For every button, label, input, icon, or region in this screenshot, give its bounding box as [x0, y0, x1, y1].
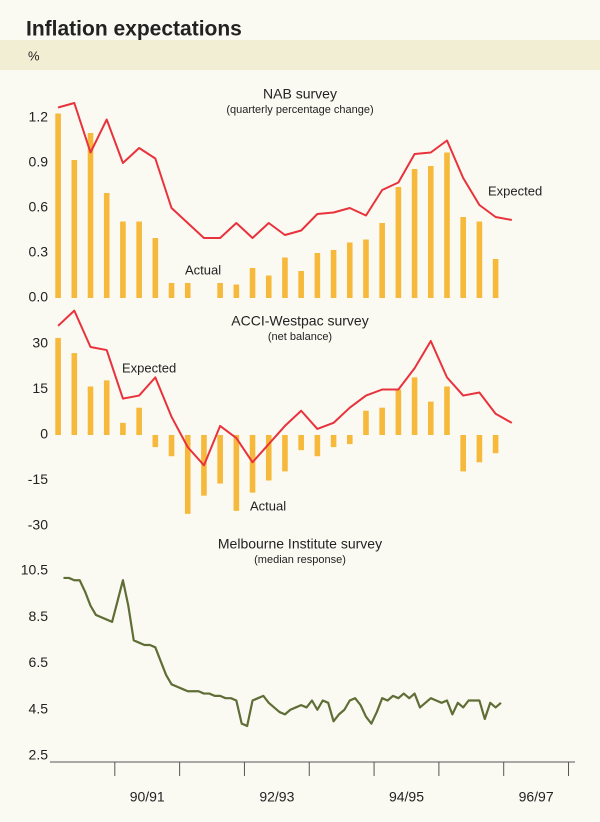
bar	[184, 435, 191, 514]
y-tick-label: 0.3	[29, 244, 49, 260]
bar	[120, 221, 126, 298]
panel-title: NAB survey	[263, 86, 337, 102]
bar	[152, 238, 159, 298]
y-tick-label: -15	[28, 471, 48, 487]
bar	[395, 187, 402, 298]
annotation: Expected	[122, 360, 176, 375]
unit-label: %	[28, 48, 40, 63]
y-tick-label: 4.5	[29, 700, 49, 716]
bar	[217, 435, 223, 484]
bar	[346, 242, 353, 298]
header-band	[0, 40, 600, 70]
bar	[103, 193, 110, 298]
x-tick-label: 90/91	[130, 789, 165, 805]
bar	[55, 337, 61, 435]
annotation: Expected	[488, 183, 542, 198]
y-tick-label: 8.5	[29, 608, 49, 624]
bar	[282, 257, 288, 298]
x-tick-label: 92/93	[259, 789, 294, 805]
bar	[71, 353, 78, 435]
y-tick-label: 15	[32, 380, 48, 396]
bar	[492, 259, 499, 298]
x-tick-label: 94/95	[389, 789, 424, 805]
bar	[363, 410, 369, 435]
bar	[249, 435, 256, 493]
bar	[55, 113, 61, 298]
bar	[444, 386, 450, 435]
page-title: Inflation expectations	[26, 18, 242, 41]
y-tick-label: 30	[32, 335, 48, 351]
y-tick-label: 0.0	[29, 289, 49, 305]
y-tick-label: 0.6	[29, 199, 49, 215]
bar	[411, 377, 418, 435]
bar	[363, 239, 369, 298]
bar	[217, 283, 223, 298]
y-tick-label: 1.2	[29, 109, 49, 125]
x-tick-label: 96/97	[519, 789, 554, 805]
bar	[379, 223, 385, 298]
bar	[427, 401, 434, 435]
bar	[314, 253, 321, 298]
bar	[249, 268, 256, 298]
bar	[168, 283, 175, 298]
y-tick-label: 2.5	[29, 747, 49, 763]
bar	[427, 166, 434, 298]
bar	[492, 435, 499, 454]
bar	[103, 380, 110, 435]
bar	[233, 435, 240, 511]
panel-subtitle: (median response)	[254, 554, 346, 566]
bar	[395, 389, 402, 435]
annotation: Actual	[250, 498, 286, 513]
line	[57, 102, 512, 239]
panel-title: Melbourne Institute survey	[218, 536, 382, 552]
bar	[476, 435, 483, 463]
line	[57, 309, 513, 467]
bar	[184, 283, 191, 298]
bar	[346, 435, 353, 445]
annotation: Actual	[185, 262, 221, 277]
bar	[379, 407, 385, 435]
y-tick-label: 0.9	[29, 154, 49, 170]
bar	[476, 221, 483, 298]
panel-subtitle: (net balance)	[268, 331, 332, 343]
bar	[87, 386, 94, 435]
bar	[168, 435, 175, 457]
y-tick-label: 0	[40, 426, 48, 442]
bar	[330, 250, 337, 298]
bar	[136, 407, 142, 435]
bar	[314, 435, 321, 457]
bar	[265, 275, 272, 298]
y-tick-label: -30	[28, 517, 48, 533]
bar	[330, 435, 337, 448]
bar	[152, 435, 159, 448]
bar	[298, 271, 304, 298]
bar	[120, 422, 126, 435]
bar	[265, 435, 272, 481]
y-tick-label: 10.5	[21, 562, 48, 578]
bar	[460, 217, 466, 298]
y-tick-label: 6.5	[29, 654, 49, 670]
bar	[298, 435, 304, 451]
bar	[136, 221, 142, 298]
bar	[460, 435, 466, 472]
bar	[282, 435, 288, 472]
bar	[71, 160, 78, 298]
line	[63, 576, 502, 728]
bar	[444, 152, 450, 298]
bar	[233, 284, 240, 298]
bar	[411, 169, 418, 298]
panel-subtitle: (quarterly percentage change)	[226, 104, 373, 116]
bar	[87, 133, 94, 298]
panel-title: ACCI-Westpac survey	[231, 313, 368, 329]
